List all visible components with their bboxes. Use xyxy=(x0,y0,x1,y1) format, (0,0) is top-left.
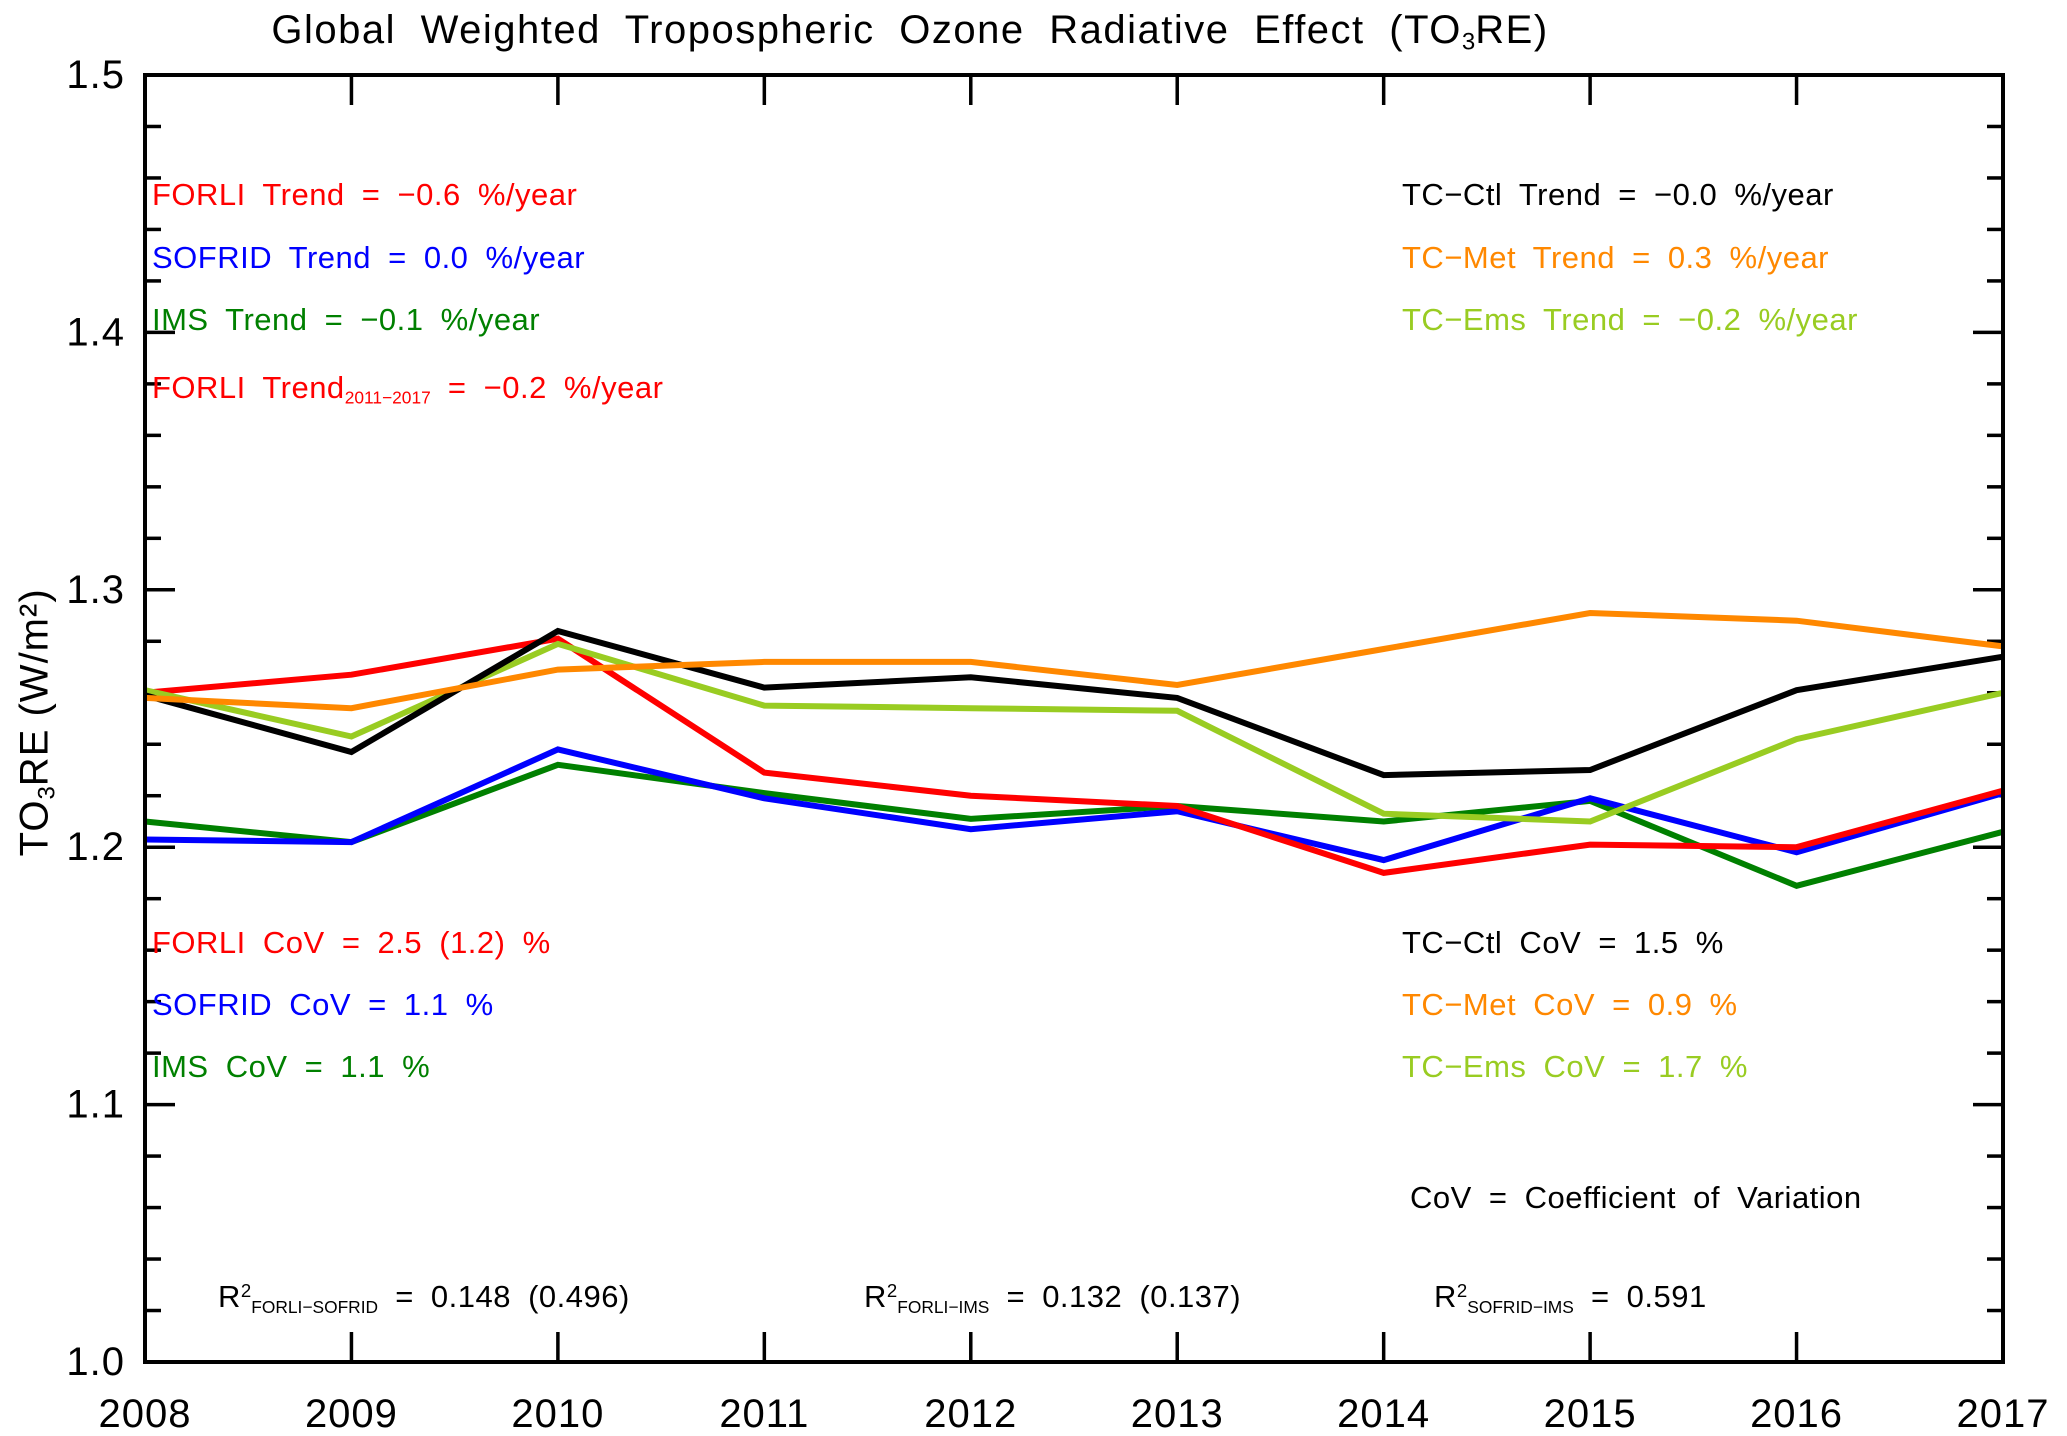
chart-title-subscript: 3 xyxy=(1461,28,1476,56)
annotation-sofrid-cov: SOFRID CoV = 1.1 % xyxy=(152,987,494,1022)
annotation-forli-trend: FORLI Trend = −0.6 %/year xyxy=(152,177,578,212)
series-line-FORLI xyxy=(144,635,2004,876)
annotation-ims-cov: IMS CoV = 1.1 % xyxy=(152,1049,431,1084)
series-line-SOFRID xyxy=(144,746,2004,864)
y-tick-label: 1.3 xyxy=(66,568,125,612)
chart-title-text: Global Weighted Tropospheric Ozone Radia… xyxy=(271,8,1462,52)
x-tick-label: 2016 xyxy=(1750,1392,1843,1436)
x-tick-label: 2008 xyxy=(99,1392,192,1436)
annotation-tcctl-cov: TC−Ctl CoV = 1.5 % xyxy=(1402,925,1724,960)
annotation-forli-cov: FORLI CoV = 2.5 (1.2) % xyxy=(152,925,551,960)
series-line-IMS xyxy=(144,761,2004,889)
chart-title-text-end: RE) xyxy=(1475,8,1549,52)
y-tick-label: 1.1 xyxy=(66,1083,125,1127)
annotation-r2-forli-sofrid: R2FORLI−SOFRID = 0.148 (0.496) xyxy=(218,1279,630,1317)
x-tick-label: 2017 xyxy=(1957,1392,2050,1436)
series-line-TC-Met xyxy=(144,609,2004,712)
y-tick-label: 1.2 xyxy=(66,825,125,869)
annotation-cov-definition: CoV = Coefficient of Variation xyxy=(1410,1180,1862,1215)
x-tick-label: 2012 xyxy=(924,1392,1017,1436)
plot-box xyxy=(143,73,2005,1364)
y-tick-label: 1.0 xyxy=(66,1340,125,1384)
annotation-ims-trend: IMS Trend = −0.1 %/year xyxy=(152,302,541,337)
y-tick-label: 1.5 xyxy=(66,53,125,97)
chart-title: Global Weighted Tropospheric Ozone Radia… xyxy=(0,8,1820,57)
data-series xyxy=(144,609,2004,889)
tick-labels: 1.0 1.1 1.2 1.3 1.4 1.5 2008 2009 2010 2011 2012 20… xyxy=(66,53,2050,1436)
annotation-tcmet-cov: TC−Met CoV = 0.9 % xyxy=(1402,987,1738,1022)
annotation-tcems-cov: TC−Ems CoV = 1.7 % xyxy=(1402,1049,1748,1084)
annotation-tcems-trend: TC−Ems Trend = −0.2 %/year xyxy=(1402,302,1858,337)
x-tick-label: 2015 xyxy=(1544,1392,1637,1436)
annotation-sofrid-trend: SOFRID Trend = 0.0 %/year xyxy=(152,240,586,275)
x-tick-label: 2010 xyxy=(511,1392,604,1436)
x-tick-label: 2011 xyxy=(719,1392,809,1436)
x-tick-label: 2014 xyxy=(1337,1392,1430,1436)
x-tick-label: 2013 xyxy=(1131,1392,1224,1436)
annotation-tcctl-trend: TC−Ctl Trend = −0.0 %/year xyxy=(1402,177,1834,212)
annotation-r2-sofrid-ims: R2SOFRID−IMS = 0.591 xyxy=(1434,1279,1707,1317)
x-tick-label: 2009 xyxy=(305,1392,398,1436)
annotation-forli-trend-2011-2017: FORLI Trend2011−2017 = −0.2 %/year xyxy=(152,370,664,408)
y-tick-label: 1.4 xyxy=(66,310,125,354)
y-axis-label: TO3RE (W/m²) xyxy=(12,588,61,857)
annotation-tcmet-trend: TC−Met Trend = 0.3 %/year xyxy=(1402,240,1830,275)
annotation-r2-forli-ims: R2FORLI−IMS = 0.132 (0.137) xyxy=(864,1279,1242,1317)
